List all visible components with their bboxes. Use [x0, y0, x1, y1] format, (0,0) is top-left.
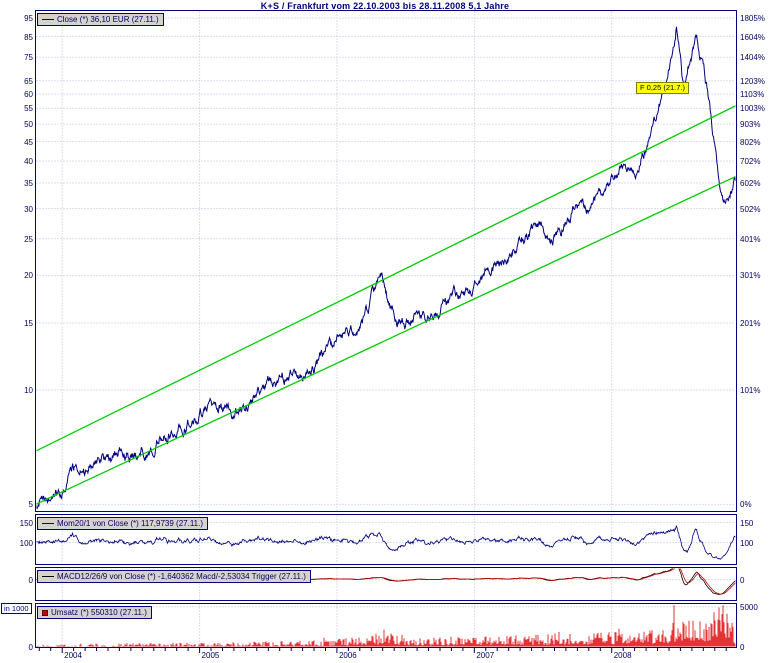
- price-line-series: [36, 26, 736, 510]
- volume-swatch-icon: [42, 609, 48, 616]
- trend-channel-upper-line: [36, 105, 736, 452]
- volume-bars-series: [36, 605, 736, 647]
- legend-close: Close (*) 36,10 EUR (27.11.): [37, 13, 164, 26]
- panel-border: [35, 10, 737, 512]
- legend-macd: MACD12/26/9 von Close (*) -1,640362 Macd…: [37, 570, 311, 583]
- momentum-line-series: [36, 525, 736, 560]
- panel-border: [35, 567, 737, 601]
- dividend-flag: F 0,25 (21.7.): [636, 82, 690, 94]
- panel-border: [35, 603, 737, 648]
- volume-unit-label: in 1000: [1, 603, 32, 614]
- legend-volume: Umsatz (*) 550310 (27.11.): [37, 606, 152, 619]
- legend-close-text: Close (*) 36,10 EUR (27.11.): [57, 15, 159, 24]
- axis-tick-marks: [38, 648, 727, 653]
- legend-volume-text: Umsatz (*) 550310 (27.11.): [51, 608, 147, 617]
- trend-channel-lower-line: [36, 175, 736, 505]
- macd-line-sample-icon: [42, 576, 54, 577]
- momentum-line-sample-icon: [42, 523, 54, 524]
- close-line-sample-icon: [42, 19, 54, 20]
- chart-title: K+S / Frankfurt vom 22.10.2003 bis 28.11…: [260, 1, 510, 11]
- panel-border: [35, 514, 737, 565]
- legend-macd-text: MACD12/26/9 von Close (*) -1,640362 Macd…: [57, 572, 306, 581]
- legend-momentum: Mom20/1 von Close (*) 117,9739 (27.11.): [37, 517, 209, 530]
- legend-momentum-text: Mom20/1 von Close (*) 117,9739 (27.11.): [57, 519, 204, 528]
